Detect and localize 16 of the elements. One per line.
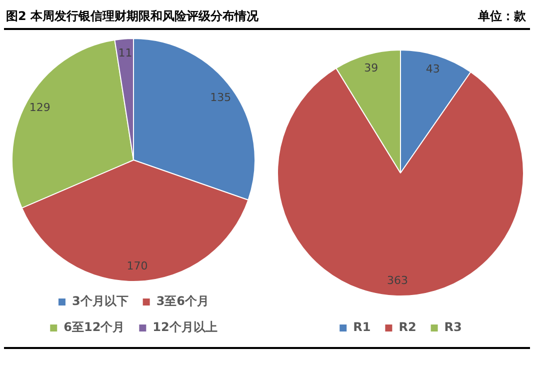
legend-label: 3个月以下 [72,294,128,308]
legend-label: R1 [353,320,371,334]
data-label: 43 [426,62,440,76]
data-label: 39 [364,62,378,75]
chart-title: 图2 本周发行银信理财期限和风险评级分布情况 [6,8,259,25]
data-label: 11 [118,46,132,60]
legend-label: 12个月以上 [152,320,218,334]
data-label: 363 [386,274,408,288]
legend-label: R3 [444,320,462,334]
legend-label: 6至12个月 [64,320,125,334]
text: 单位：款 [478,8,526,25]
legend-label: R2 [398,320,416,334]
data-label: 135 [210,90,232,104]
data-label: 170 [126,260,148,273]
legend-label: 3至6个月 [156,294,210,308]
data-label: 129 [29,101,50,114]
